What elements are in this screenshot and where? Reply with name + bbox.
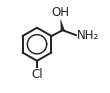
Text: Cl: Cl — [31, 68, 43, 81]
Text: NH₂: NH₂ — [77, 29, 99, 42]
Polygon shape — [61, 20, 64, 31]
Text: OH: OH — [51, 6, 69, 19]
